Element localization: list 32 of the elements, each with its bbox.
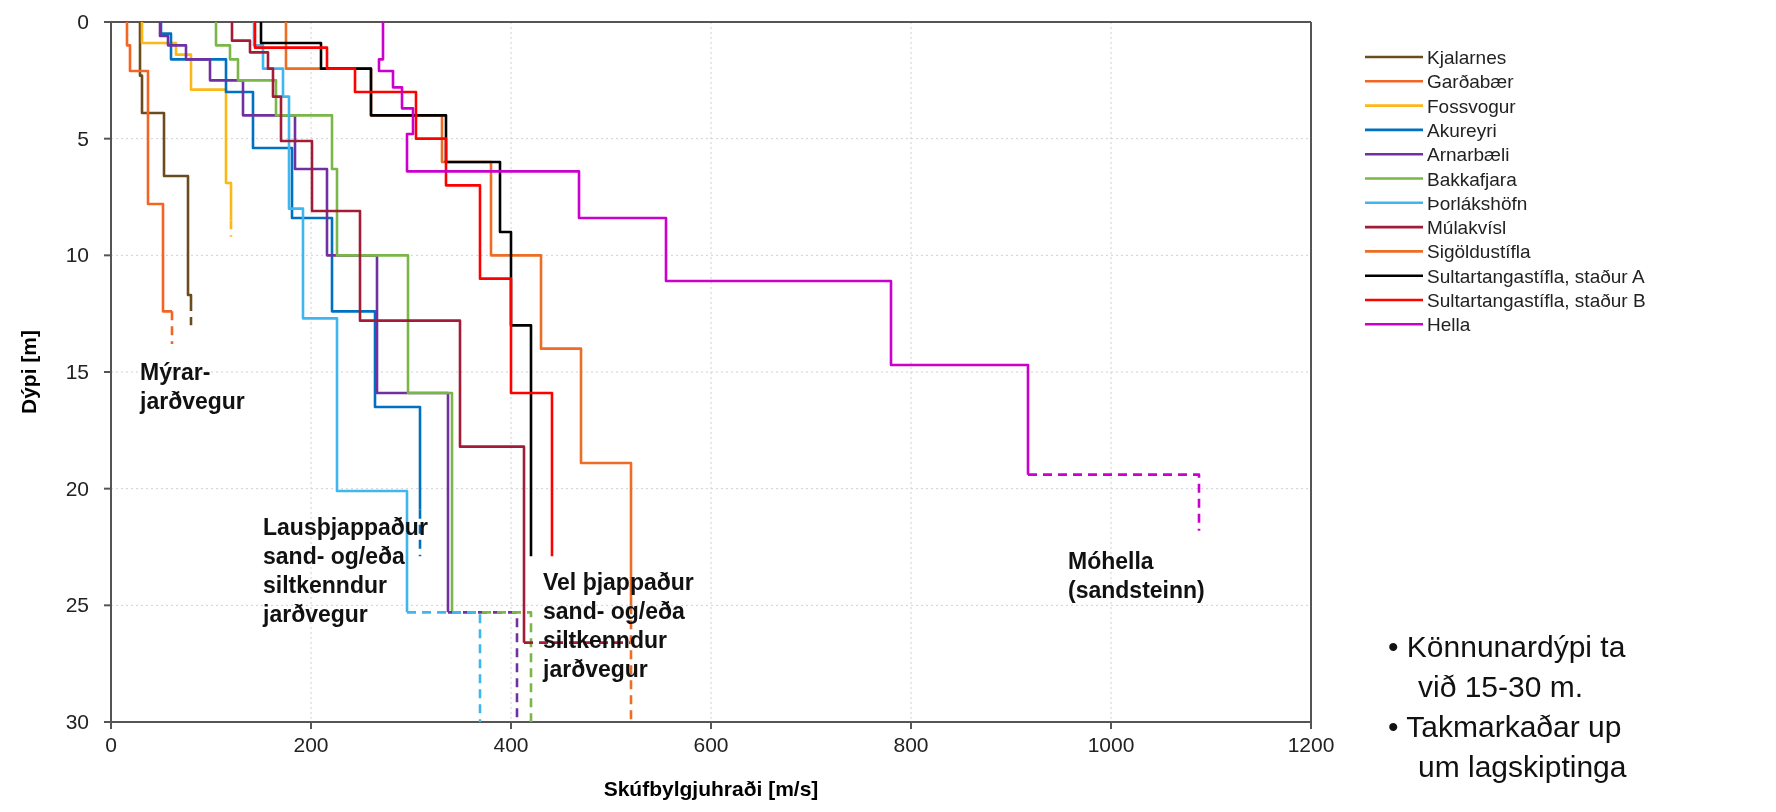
legend-label: Hella — [1427, 314, 1471, 336]
x-tick-label: 800 — [893, 733, 929, 756]
legend-label: Kjalarnes — [1427, 47, 1507, 68]
text: • Takmarkaðar up um lagskiptinga — [1388, 710, 1627, 783]
y-tick-label: 5 — [77, 126, 89, 150]
x-tick-label: 1200 — [1287, 733, 1335, 756]
x-tick-label: 400 — [493, 733, 529, 756]
legend-label: Múlakvísl — [1427, 217, 1507, 239]
y-tick-label: 20 — [65, 476, 89, 500]
legend-label: Akureyri — [1427, 119, 1497, 141]
legend-label: Sultartangastífla, staður A — [1427, 265, 1645, 287]
x-tick-label: 1000 — [1087, 733, 1135, 756]
x-tick-label: 200 — [293, 733, 329, 756]
y-tick-label: 0 — [77, 10, 89, 33]
y-tick-label: 10 — [65, 243, 89, 267]
x-tick-label: 0 — [105, 733, 117, 756]
legend-label: Sultartangastífla, staður B — [1427, 290, 1646, 311]
y-tick-label: 15 — [65, 360, 89, 383]
text: • Könnunardýpi ta við 15-30 m. — [1388, 630, 1626, 703]
y-axis-title: Dýpi [m] — [17, 330, 40, 414]
legend-label: Sigöldustífla — [1427, 241, 1531, 263]
legend-label: Þorlákshöfn — [1427, 192, 1528, 214]
x-tick-label: 600 — [693, 733, 729, 756]
legend-label: Arnarbæli — [1427, 144, 1510, 166]
y-tick-label: 25 — [65, 593, 89, 617]
y-tick-label: 30 — [65, 710, 89, 733]
legend-label: Fossvogur — [1427, 95, 1517, 117]
legend-label: Bakkafjara — [1427, 168, 1518, 190]
annotation: Mýrar- jarðvegur — [139, 359, 245, 414]
legend-label: Garðabær — [1427, 71, 1515, 93]
annotation: Móhella (sandsteinn) — [1068, 548, 1205, 603]
x-axis-title: Skúfbylgjuhraði [m/s] — [603, 777, 819, 800]
